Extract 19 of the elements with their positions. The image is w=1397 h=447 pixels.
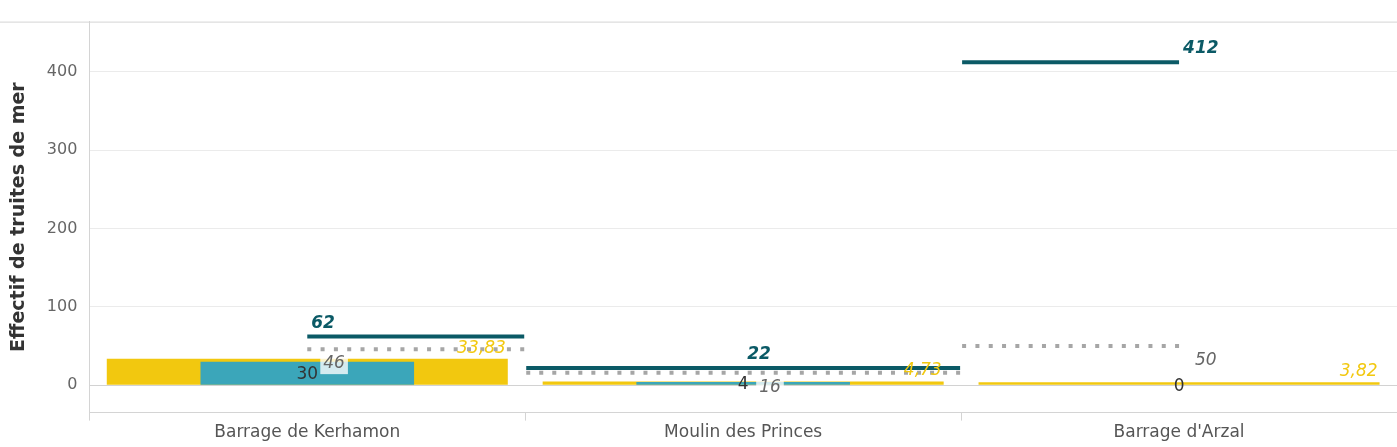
- data-label: 3,82: [1339, 360, 1378, 381]
- y-tick-label: 0: [67, 374, 78, 394]
- data-label: 33,83: [457, 336, 506, 357]
- data-label: 412: [1182, 37, 1219, 58]
- x-tick-label: Barrage de Kerhamon: [214, 421, 401, 442]
- data-label: 22: [747, 342, 771, 363]
- x-tick-label: Moulin des Princes: [664, 421, 823, 442]
- data-label: 30: [296, 362, 319, 383]
- data-label: 46: [323, 352, 346, 373]
- data-label: 4,73: [903, 359, 942, 380]
- y-tick-label: 200: [46, 217, 78, 237]
- data-label: 50: [1195, 348, 1217, 369]
- y-tick-label: 100: [46, 295, 78, 315]
- y-tick-label: 400: [46, 60, 78, 80]
- data-label: 62: [311, 311, 335, 332]
- x-tick-label: Barrage d'Arzal: [1113, 421, 1245, 442]
- y-tick-label: 300: [46, 139, 78, 159]
- y-axis-title: Effectif de truites de mer: [6, 81, 29, 352]
- data-label: 16: [759, 375, 781, 396]
